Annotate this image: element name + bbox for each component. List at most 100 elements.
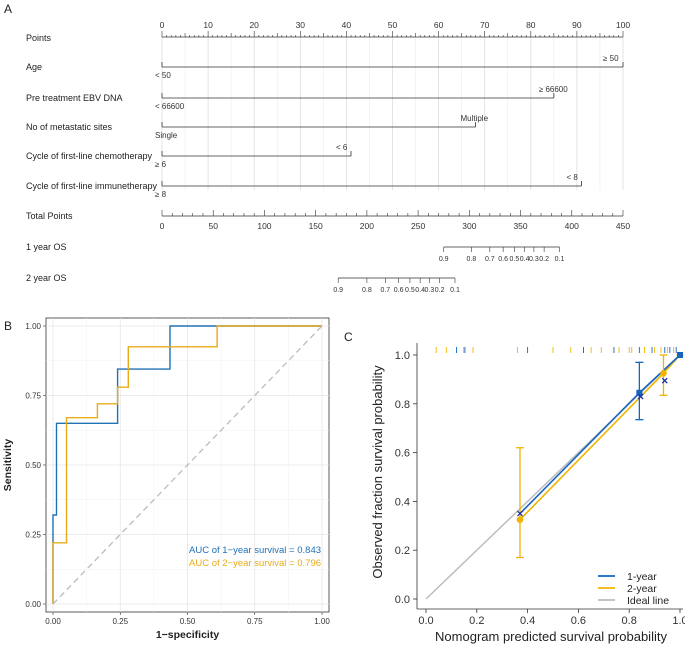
variable-label: No of metastatic sites bbox=[26, 122, 113, 132]
level-label: ≥ 8 bbox=[155, 190, 167, 199]
points-tick-label: 70 bbox=[480, 20, 490, 30]
points-tick-label: 10 bbox=[203, 20, 213, 30]
roc-reference-line bbox=[52, 325, 323, 605]
roc-y-tick-label: 0.00 bbox=[25, 600, 41, 609]
roc-auc-annotation: AUC of 1−year survival = 0.843 bbox=[189, 545, 321, 556]
nomogram-panel: Points 0 10 20 30 40 50 60 70 80 90 100 Age < 50 ≥ 50 P… bbox=[26, 20, 630, 294]
points-tick-label: 80 bbox=[526, 20, 536, 30]
calib-y-tick-label: 0.0 bbox=[395, 594, 410, 606]
roc-x-axis-label: 1−specificity bbox=[156, 629, 219, 641]
variable-label: Cycle of first-line chemotherapy bbox=[26, 151, 153, 161]
panel-label-a: A bbox=[4, 2, 12, 16]
calib-x-tick-label: 0.0 bbox=[418, 615, 433, 627]
calibration-panel: 0.0 0.2 0.4 0.6 0.8 1.0 0.0 0.2 0.4 0.6 0.8 1.0 Nomo… bbox=[370, 343, 685, 644]
calib-x-tick-label: 0.8 bbox=[622, 615, 637, 627]
points-tick-label: 20 bbox=[249, 20, 259, 30]
calib-x-tick-label: 0.4 bbox=[520, 615, 535, 627]
points-tick-label: 100 bbox=[616, 20, 630, 30]
total-points-tick-label: 350 bbox=[513, 221, 527, 231]
points-tick-label: 50 bbox=[388, 20, 398, 30]
panel-label-b: B bbox=[4, 319, 12, 333]
points-tick-label: 60 bbox=[434, 20, 444, 30]
total-points-tick-label: 50 bbox=[208, 221, 218, 231]
roc-auc-annotation: AUC of 2−year survival = 0.796 bbox=[189, 558, 321, 569]
roc-x-tick-label: 1.00 bbox=[314, 617, 330, 626]
roc-y-tick-label: 0.25 bbox=[25, 531, 41, 540]
variable-label: Pre treatment EBV DNA bbox=[26, 93, 123, 103]
roc-panel: 0.00 0.25 0.50 0.75 1.00 0.00 0.25 0.50 0.75 1.00… bbox=[2, 317, 330, 641]
os-scale-tick-label: 0.3 bbox=[529, 256, 539, 263]
os-scale-tick-label: 0.6 bbox=[498, 256, 508, 263]
roc-x-tick-label: 0.25 bbox=[112, 617, 128, 626]
roc-x-tick-label: 0.75 bbox=[247, 617, 263, 626]
os-scale-label: 2 year OS bbox=[26, 273, 67, 283]
calib-x-axis-label: Nomogram predicted survival probability bbox=[435, 629, 667, 644]
level-label: ≥ 66600 bbox=[539, 85, 568, 94]
level-label: Single bbox=[155, 131, 178, 140]
level-label: ≥ 50 bbox=[603, 54, 619, 63]
calib-y-tick-label: 0.6 bbox=[395, 448, 410, 460]
total-points-tick-label: 100 bbox=[257, 221, 271, 231]
roc-curve bbox=[52, 325, 322, 604]
points-axis-label: Points bbox=[26, 33, 52, 43]
total-points-tick-label: 400 bbox=[565, 221, 579, 231]
calib-point bbox=[660, 370, 667, 377]
total-points-tick-label: 450 bbox=[616, 221, 630, 231]
points-tick-label: 0 bbox=[160, 20, 165, 30]
os-scale-tick-label: 0.3 bbox=[425, 287, 435, 294]
calib-y-tick-label: 0.2 bbox=[395, 545, 410, 557]
panel-label-c: C bbox=[344, 330, 353, 344]
level-label: < 8 bbox=[567, 173, 579, 182]
calib-point bbox=[636, 389, 643, 396]
total-points-tick-label: 300 bbox=[462, 221, 476, 231]
calib-cross-marker bbox=[661, 377, 668, 384]
roc-y-tick-label: 1.00 bbox=[25, 322, 41, 331]
roc-y-tick-label: 0.50 bbox=[25, 461, 41, 470]
roc-y-axis-label: Sensitivity bbox=[2, 439, 14, 492]
calib-point bbox=[516, 516, 524, 523]
os-scale-tick-label: 0.9 bbox=[333, 287, 343, 294]
total-points-label: Total Points bbox=[26, 211, 73, 221]
points-tick-label: 30 bbox=[296, 20, 306, 30]
os-scale-tick-label: 0.7 bbox=[485, 256, 495, 263]
level-label: Multiple bbox=[460, 114, 488, 123]
calib-y-tick-label: 0.4 bbox=[395, 496, 410, 508]
os-scale-tick-label: 0.5 bbox=[510, 256, 520, 263]
points-tick-label: 40 bbox=[342, 20, 352, 30]
level-label: < 66600 bbox=[155, 102, 185, 111]
calib-x-tick-label: 0.2 bbox=[469, 615, 484, 627]
roc-curve bbox=[52, 325, 322, 604]
os-scale-label: 1 year OS bbox=[26, 242, 67, 252]
calib-point bbox=[677, 352, 683, 358]
calib-legend-label: Ideal line bbox=[627, 595, 669, 607]
os-scale-tick-label: 0.1 bbox=[555, 256, 565, 263]
os-scale-tick-label: 0.7 bbox=[380, 287, 390, 294]
os-scale-tick-label: 0.5 bbox=[405, 287, 415, 294]
calib-cross-marker bbox=[517, 510, 523, 517]
total-points-tick-label: 250 bbox=[411, 221, 425, 231]
os-scale-tick-label: 0.8 bbox=[362, 287, 372, 294]
calib-y-axis-label: Observed fraction survival probability bbox=[370, 365, 385, 579]
calib-y-tick-label: 0.8 bbox=[395, 399, 410, 411]
calib-line-2-year bbox=[519, 354, 681, 521]
roc-x-tick-label: 0.50 bbox=[180, 617, 196, 626]
os-scale-tick-label: 0.1 bbox=[450, 287, 460, 294]
os-scale-tick-label: 0.2 bbox=[435, 287, 445, 294]
os-scale-tick-label: 0.4 bbox=[415, 287, 425, 294]
os-scale-tick-label: 0.9 bbox=[439, 256, 449, 263]
variable-label: Cycle of first-line immunetherapy bbox=[26, 181, 158, 191]
roc-y-tick-label: 0.75 bbox=[25, 392, 41, 401]
points-tick-label: 90 bbox=[572, 20, 582, 30]
calib-x-tick-label: 1.0 bbox=[672, 615, 685, 627]
calib-legend-label: 2-year bbox=[627, 583, 657, 595]
calib-legend-label: 1-year bbox=[627, 571, 657, 583]
total-points-tick-label: 0 bbox=[160, 221, 165, 231]
os-scale-tick-label: 0.4 bbox=[520, 256, 530, 263]
variable-label: Age bbox=[26, 62, 42, 72]
total-points-tick-label: 150 bbox=[309, 221, 323, 231]
os-scale-tick-label: 0.8 bbox=[467, 256, 477, 263]
total-points-tick-label: 200 bbox=[360, 221, 374, 231]
calib-x-tick-label: 0.6 bbox=[571, 615, 586, 627]
calib-cross-marker bbox=[637, 393, 644, 400]
